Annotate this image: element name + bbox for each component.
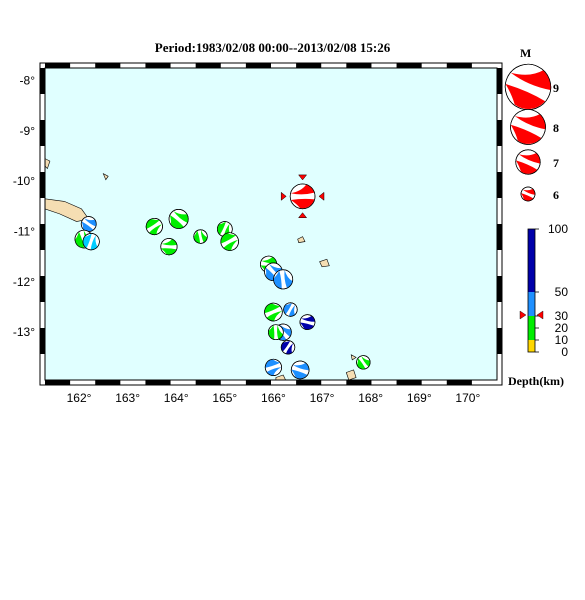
magnitude-legend: M 9 8 7 6 [504,46,559,202]
magnitude-legend-label: 6 [553,188,559,202]
magnitude-legend-label: 7 [553,156,559,170]
map-title: Period:1983/02/08 00:00--2013/02/08 15:2… [154,40,391,55]
highlight-marker [298,174,308,181]
depth-marker-left [519,310,527,320]
lon-tick-label: 168° [358,391,383,405]
magnitude-legend-beachball [520,186,536,202]
event-beachball[interactable] [268,324,284,341]
magnitude-legend-beachball [515,149,541,175]
event-beachball[interactable] [78,213,99,234]
depth-color-band [528,340,535,352]
lat-tick-label: -13° [13,325,35,339]
depth-tick-label: 100 [548,222,568,236]
event-beachball[interactable] [81,231,102,252]
island-5 [297,236,306,243]
magnitude-legend-label: 9 [553,81,559,95]
event-beachball[interactable] [193,229,209,245]
depth-marker-right [536,310,544,320]
lat-tick-label: -12° [13,275,35,289]
island-3 [345,369,357,380]
depth-legend-label: Depth(km) [508,374,564,388]
event-layer [74,174,373,382]
island-2 [275,374,286,380]
event-beachball[interactable] [263,357,283,377]
depth-color-band [528,316,535,340]
event-beachball[interactable] [289,359,312,382]
lat-tick-label: -8° [20,74,36,88]
event-beachball[interactable] [262,300,285,323]
island-6 [102,173,109,181]
lon-tick-label: 165° [212,391,237,405]
island-1 [45,158,51,170]
highlight-marker [318,191,325,201]
lon-tick-label: 169° [407,391,432,405]
island-7 [350,354,357,361]
magnitude-legend-label: 8 [553,121,559,135]
magnitude-legend-beachball [504,63,552,111]
highlight-marker [280,191,287,201]
depth-tick-label: 50 [555,285,569,299]
magnitude-legend-beachball [510,109,546,145]
lat-tick-label: -10° [13,174,35,188]
depth-color-band [528,292,535,316]
event-beachball[interactable] [281,300,300,319]
lat-tick-label: -9° [20,124,36,138]
lat-tick-label: -11° [14,225,35,239]
land-layer [45,158,357,380]
lon-tick-label: 166° [261,391,286,405]
latest-event-beachball[interactable] [289,183,316,210]
depth-tick-label: 0 [561,345,568,359]
event-beachball[interactable] [143,215,166,238]
depth-tick-label: 20 [555,321,569,335]
event-beachball[interactable] [298,313,316,331]
map-frame [39,62,503,386]
event-beachball[interactable] [273,269,294,290]
depth-tick-label: 30 [555,309,569,323]
longitude-axis: 162° 163° 164° 165° 166° 167° 168° 169° 170° [67,391,481,405]
depth-tick-label: 10 [555,333,569,347]
lon-tick-label: 163° [115,391,140,405]
latitude-axis: -8° -9° -10° -11° -12° -13° [13,74,35,340]
lon-tick-label: 167° [310,391,335,405]
lon-tick-label: 164° [164,391,189,405]
magnitude-legend-header: M [520,46,531,60]
event-beachball[interactable] [354,353,373,372]
event-beachball[interactable] [160,238,178,256]
highlight-marker [298,212,308,218]
event-beachball[interactable] [218,230,242,254]
event-beachball[interactable] [279,338,298,357]
event-beachball[interactable] [165,205,192,232]
island-4 [319,258,330,268]
lon-tick-label: 162° [67,391,92,405]
depth-color-band [528,229,535,292]
lon-tick-label: 170° [455,391,480,405]
